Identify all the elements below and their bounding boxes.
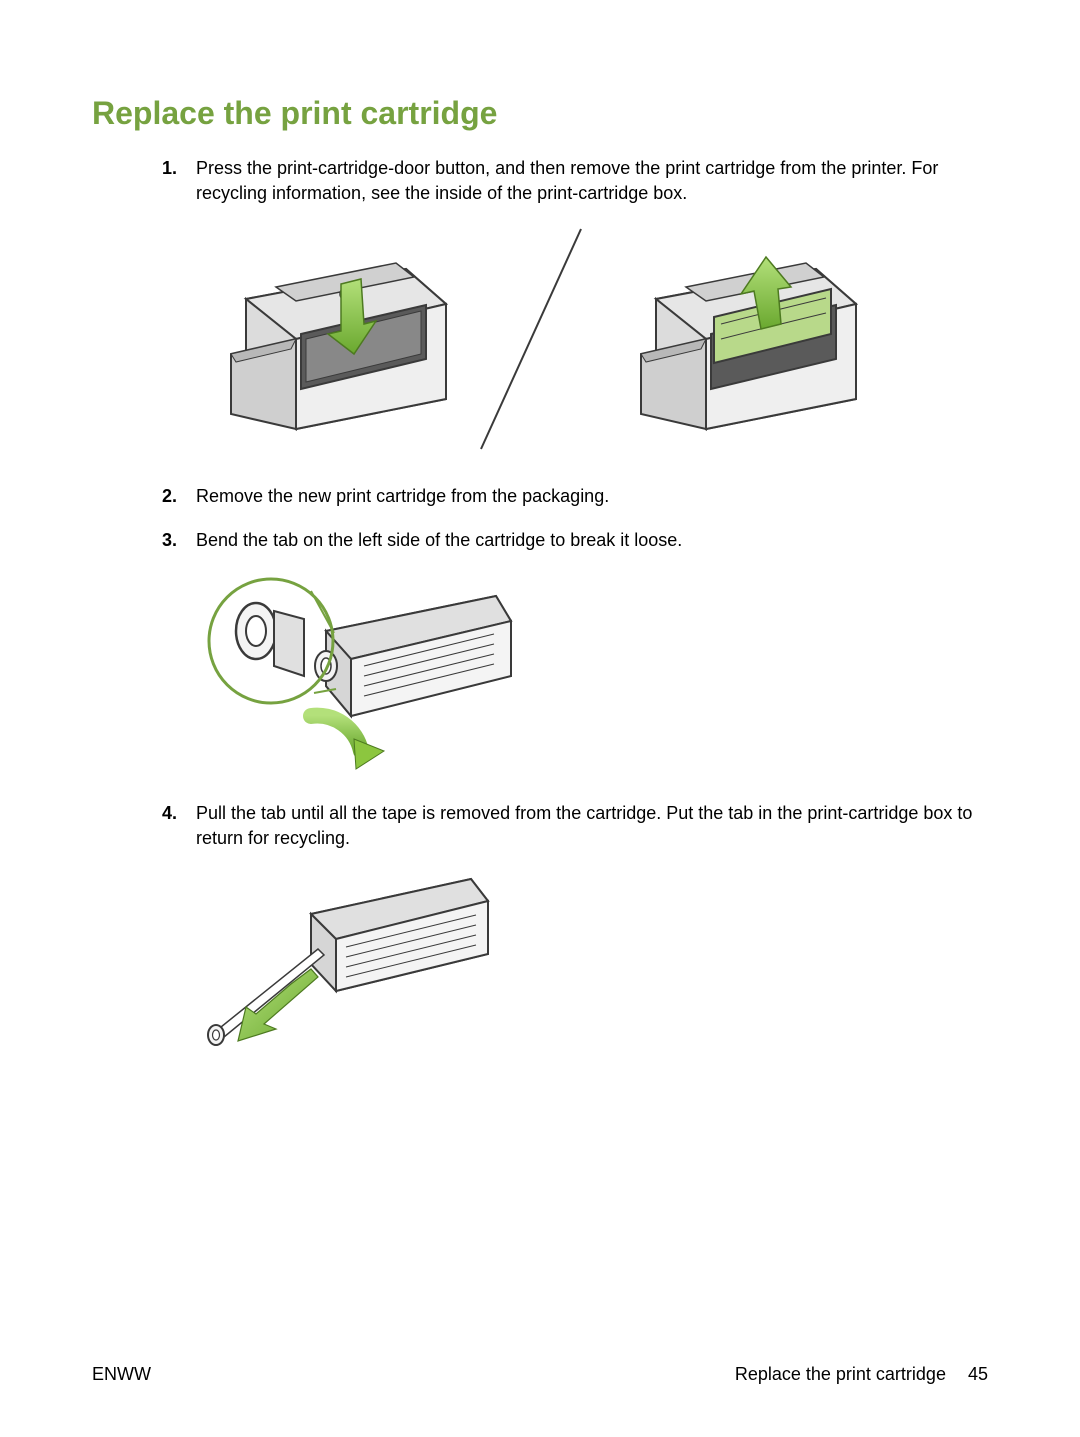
- step-text: Press the print-cartridge-door button, a…: [196, 156, 988, 206]
- page-content: Replace the print cartridge 1. Press the…: [0, 0, 1080, 1059]
- footer-right: Replace the print cartridge 45: [735, 1364, 988, 1385]
- step-text: Bend the tab on the left side of the car…: [196, 528, 988, 553]
- figure-step-4: [162, 869, 988, 1059]
- step-number: 2.: [162, 484, 196, 509]
- step-number: 1.: [162, 156, 196, 206]
- page-footer: ENWW Replace the print cartridge 45: [92, 1364, 988, 1385]
- steps-list: 1. Press the print-cartridge-door button…: [92, 156, 988, 1059]
- figure-step-3: [162, 571, 988, 771]
- step-text: Remove the new print cartridge from the …: [196, 484, 988, 509]
- figure-step-1: [162, 224, 988, 454]
- printer-remove-diagram: [606, 239, 866, 439]
- cartridge-pull-tape-diagram: [196, 869, 496, 1059]
- cartridge-tab-diagram: [196, 571, 516, 771]
- step-2: 2. Remove the new print cartridge from t…: [162, 484, 988, 509]
- step-number: 4.: [162, 801, 196, 851]
- step-1: 1. Press the print-cartridge-door button…: [162, 156, 988, 206]
- step-number: 3.: [162, 528, 196, 553]
- step-3: 3. Bend the tab on the left side of the …: [162, 528, 988, 553]
- page-heading: Replace the print cartridge: [92, 95, 988, 132]
- step-text: Pull the tab until all the tape is remov…: [196, 801, 988, 851]
- step-4: 4. Pull the tab until all the tape is re…: [162, 801, 988, 851]
- footer-page-number: 45: [968, 1364, 988, 1385]
- footer-left: ENWW: [92, 1364, 151, 1385]
- figure-divider: [466, 224, 596, 454]
- footer-section-title: Replace the print cartridge: [735, 1364, 946, 1385]
- printer-open-diagram: [196, 239, 456, 439]
